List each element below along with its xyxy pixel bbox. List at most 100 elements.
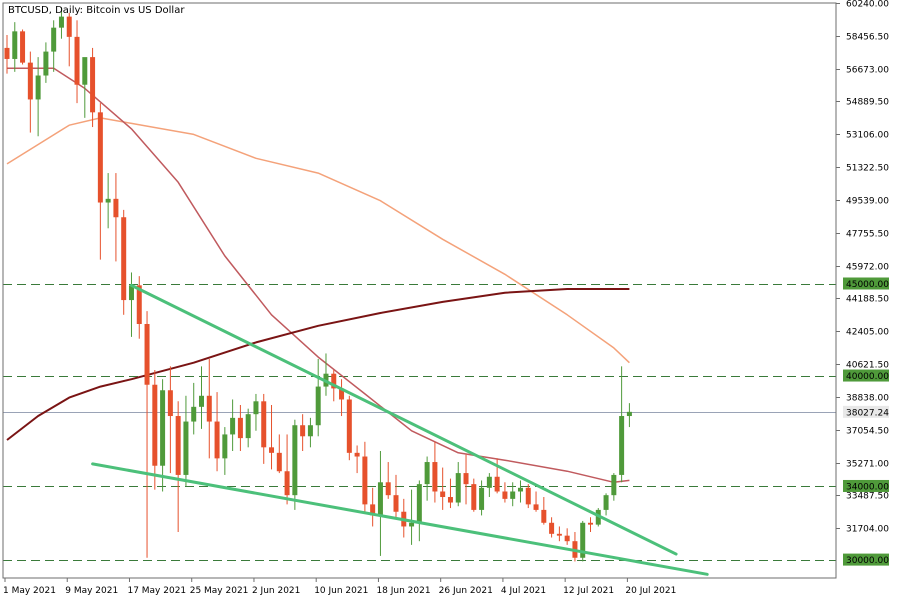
level-tag-bg bbox=[843, 479, 889, 492]
level-tag: 34000.00 bbox=[846, 482, 889, 492]
current-price-tag-bg bbox=[843, 405, 889, 418]
candle-body bbox=[626, 411, 632, 417]
x-tick-label: 25 May 2021 bbox=[190, 586, 249, 596]
x-tick-label: 9 May 2021 bbox=[65, 586, 118, 596]
candle-body bbox=[105, 198, 111, 203]
candle-body bbox=[611, 474, 617, 496]
level-tag: 30000.00 bbox=[846, 556, 889, 566]
candle-body bbox=[97, 112, 103, 203]
candle-body bbox=[191, 406, 197, 422]
candle-body bbox=[4, 47, 10, 59]
current-price-tag: 38027.24 bbox=[846, 408, 889, 418]
y-tick-label: 38838.00 bbox=[846, 394, 889, 404]
candle-body bbox=[377, 482, 383, 516]
candle-body bbox=[136, 285, 142, 324]
candle-body bbox=[222, 434, 228, 459]
candle-body bbox=[331, 373, 337, 389]
candle-body bbox=[354, 452, 360, 457]
candle-body bbox=[12, 31, 18, 59]
candle-body bbox=[152, 384, 158, 466]
candle-body bbox=[471, 484, 477, 510]
x-tick-label: 20 Jul 2021 bbox=[625, 586, 676, 596]
candle-body bbox=[580, 522, 586, 558]
candle-body bbox=[525, 487, 531, 505]
candle-body bbox=[564, 535, 570, 542]
candle-body bbox=[35, 75, 41, 100]
candle-body bbox=[556, 533, 562, 536]
y-tick-label: 56673.00 bbox=[846, 66, 889, 76]
candle-body bbox=[494, 476, 500, 492]
price-tags: 45000.00 40000.00 34000.00 30000.00 38027.24 bbox=[843, 277, 889, 566]
level-tag-bg bbox=[843, 369, 889, 382]
candle-body bbox=[315, 386, 321, 426]
moving-average-line bbox=[7, 67, 630, 484]
candle-body bbox=[206, 395, 212, 422]
candle-body bbox=[27, 62, 33, 100]
x-tick-label: 10 Jun 2021 bbox=[314, 586, 368, 596]
candle-body bbox=[82, 57, 88, 85]
candle-body bbox=[619, 416, 625, 475]
candle-body bbox=[370, 504, 376, 516]
price-axis: 60240.00 58456.50 56673.00 54889.50 53106.00… bbox=[836, 0, 889, 535]
trendline bbox=[91, 462, 709, 576]
candle-body bbox=[385, 482, 391, 496]
y-tick-label: 35271.00 bbox=[846, 460, 889, 470]
candle-body bbox=[588, 522, 593, 525]
candle-body bbox=[230, 417, 236, 435]
y-tick-label: 31704.00 bbox=[846, 525, 889, 535]
candle-body bbox=[237, 417, 243, 439]
candle-body bbox=[160, 390, 166, 466]
x-tick-label: 26 Jun 2021 bbox=[439, 586, 493, 596]
candle-body bbox=[479, 487, 485, 510]
candle-body bbox=[261, 401, 267, 448]
x-tick-label: 4 Jul 2021 bbox=[501, 586, 546, 596]
candle-body bbox=[51, 27, 57, 52]
candle-body bbox=[463, 473, 469, 485]
y-tick-label: 51322.50 bbox=[846, 164, 889, 174]
chart-title: BTCUSD, Daily: Bitcoin vs US Dollar bbox=[8, 5, 185, 16]
candle-body bbox=[502, 491, 508, 499]
candle-body bbox=[346, 399, 352, 453]
x-tick-label: 2 Jun 2021 bbox=[252, 586, 300, 596]
x-tick-label: 1 May 2021 bbox=[3, 586, 56, 596]
candle-body bbox=[253, 401, 259, 415]
trendline bbox=[129, 283, 678, 556]
y-tick-label: 49539.00 bbox=[846, 197, 889, 207]
candle-body bbox=[144, 323, 150, 385]
y-tick-label: 45972.00 bbox=[846, 263, 889, 273]
candle-body bbox=[128, 285, 134, 301]
candle-body bbox=[284, 471, 290, 496]
y-tick-label: 40621.50 bbox=[846, 361, 889, 371]
candle-body bbox=[533, 504, 539, 510]
candle-body bbox=[510, 491, 516, 499]
candle-body bbox=[276, 452, 282, 472]
candle-body bbox=[440, 491, 446, 498]
level-tag: 45000.00 bbox=[846, 280, 889, 290]
candle-body bbox=[486, 476, 492, 488]
candle-body bbox=[214, 421, 220, 459]
candle-body bbox=[447, 497, 453, 503]
candle-body bbox=[175, 416, 181, 475]
candle-body bbox=[292, 425, 298, 496]
x-tick-label: 17 May 2021 bbox=[127, 586, 186, 596]
candle-body bbox=[66, 16, 72, 37]
candle-body bbox=[20, 31, 26, 63]
y-tick-label: 54889.50 bbox=[846, 98, 889, 108]
candle-body bbox=[121, 217, 127, 301]
candle-body bbox=[167, 390, 173, 417]
candle-body bbox=[307, 425, 313, 437]
y-tick-label: 44188.50 bbox=[846, 295, 889, 305]
candle-body bbox=[245, 414, 251, 439]
candle-body bbox=[183, 421, 189, 475]
candle-body bbox=[362, 456, 368, 505]
horizontal-levels bbox=[3, 284, 836, 561]
candle-body bbox=[339, 388, 345, 400]
candle-body bbox=[269, 447, 275, 453]
candle-body bbox=[416, 484, 422, 523]
candle-body bbox=[199, 395, 204, 407]
candles bbox=[4, 7, 632, 562]
candle-body bbox=[432, 462, 438, 492]
candle-body bbox=[549, 522, 555, 534]
candle-body bbox=[393, 495, 399, 512]
